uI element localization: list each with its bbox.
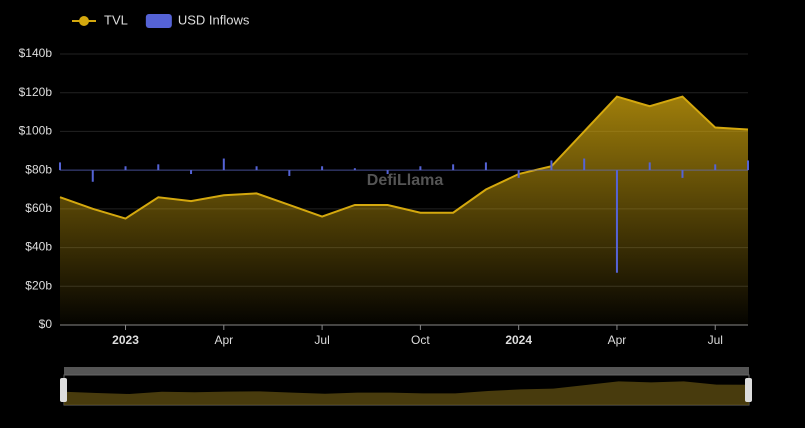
y-tick-label: $80b [25, 162, 52, 176]
inflow-bar [484, 162, 487, 171]
inflow-bar [255, 166, 258, 171]
inflow-bar [419, 166, 422, 171]
inflow-bar [583, 158, 586, 171]
inflow-bar [353, 168, 356, 171]
y-tick-label: $40b [25, 240, 52, 254]
tvl-line [59, 95, 749, 220]
watermark: DefiLlama [367, 172, 444, 189]
inflow-bar [615, 170, 618, 273]
legend-label: USD Inflows [178, 12, 250, 27]
inflow-bar [681, 170, 684, 178]
inflow-bar [124, 166, 127, 171]
tvl-area [60, 96, 748, 325]
y-tick-label: $60b [25, 201, 52, 215]
inflow-bar [321, 166, 324, 171]
x-tick-label: Jul [708, 333, 723, 347]
slider-preview [64, 381, 749, 405]
y-tick-label: $0 [39, 317, 53, 331]
legend-marker [79, 16, 89, 26]
inflow-bar [91, 170, 94, 182]
x-tick-label: 2024 [505, 333, 532, 347]
slider-handle[interactable] [60, 378, 67, 402]
y-tick-label: $100b [19, 124, 53, 138]
slider-handle[interactable] [745, 378, 752, 402]
inflow-bar [288, 170, 291, 176]
range-slider[interactable] [60, 367, 752, 406]
slider-bar[interactable] [64, 367, 749, 375]
inflow-bar [190, 170, 193, 175]
x-tick-label: Apr [608, 333, 627, 347]
x-tick-label: 2023 [112, 333, 139, 347]
y-tick-label: $20b [25, 278, 52, 292]
inflow-bar [714, 164, 717, 171]
inflow-bar [550, 160, 553, 171]
inflow-bar [157, 164, 160, 171]
x-tick-label: Oct [411, 333, 430, 347]
x-tick-label: Jul [314, 333, 329, 347]
inflow-bar [452, 164, 455, 171]
inflow-bar [59, 162, 61, 171]
inflow-bar [222, 158, 225, 171]
legend-swatch [145, 14, 172, 28]
y-tick-label: $120b [19, 85, 53, 99]
legend-label: TVL [104, 12, 128, 27]
inflow-bar [648, 162, 651, 171]
inflow-bar [517, 170, 520, 178]
inflow-bar [386, 170, 389, 175]
inflow-bar [747, 160, 749, 171]
y-tick-label: $140b [19, 46, 53, 60]
x-tick-label: Apr [214, 333, 233, 347]
